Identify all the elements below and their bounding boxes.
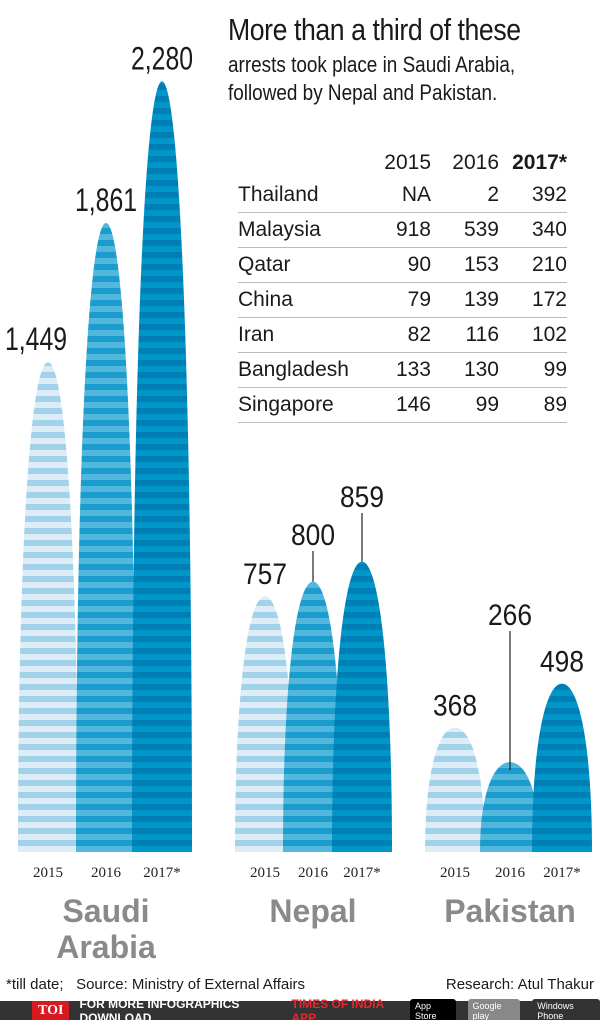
bar-1-0 [235,596,295,852]
country-name: Singapore [238,387,363,423]
x-tick-label: 2015 [33,865,63,881]
bar-0-0 [18,362,78,852]
table-cell: 139 [431,282,499,318]
table-cell: 82 [363,317,431,353]
country-name: Malaysia [238,212,363,248]
table-cell: 153 [431,247,499,283]
chart-subtitle-2: followed by Nepal and Pakistan. [228,80,498,105]
data-label: 2,280 [131,40,193,76]
table-cell: 340 [499,212,567,248]
table-cell: 918 [363,212,431,248]
chart-subtitle-1: arrests took place in Saudi Arabia, [228,52,516,77]
table-cell: 2 [431,178,499,213]
x-tick-label: 2017* [543,865,581,881]
group-label: Pakistan [444,893,576,929]
table-row: Qatar 90 153 210 [238,247,567,283]
table-cell: 392 [499,178,567,213]
data-label: 498 [540,646,584,679]
bar-0-1 [76,222,136,852]
promo-banner: TOI FOR MORE INFOGRAPHICS DOWNLOAD TIMES… [0,997,600,1020]
table-cell: 99 [431,387,499,423]
table-row: Thailand NA 2 392 [238,178,567,213]
footnote: *till date; Source: Ministry of External… [6,976,305,993]
table-cell: 99 [499,352,567,388]
x-tick-label: 2015 [250,865,280,881]
banner-app: TIMES OF INDIA APP [291,996,384,1020]
x-tick-label: 2016 [495,865,526,881]
table-row: Singapore 146 99 89 [238,387,567,423]
table-cell: NA [363,178,431,213]
toi-logo: TOI [32,1001,70,1020]
table-row: Malaysia 918 539 340 [238,212,567,248]
app-store-badge[interactable]: App Store [409,998,456,1020]
source: Source: Ministry of External Affairs [76,976,306,993]
bar-1-2 [332,561,392,852]
table-cell: 210 [499,247,567,283]
table-cell: 89 [499,387,567,423]
bar-2-0 [425,727,485,852]
table-cell: 79 [363,282,431,318]
x-tick-label: 2015 [440,865,470,881]
bar-1-1 [283,581,343,852]
x-tick-label: 2016 [91,865,122,881]
table-row: Iran 82 116 102 [238,317,567,353]
group-label: Nepal [269,893,356,929]
country-name: Bangladesh [238,352,363,388]
x-tick-label: 2017* [143,865,181,881]
country-name: China [238,282,363,318]
table-header: 2015 [384,151,431,174]
x-tick-label: 2017* [343,865,381,881]
table-cell: 130 [431,352,499,388]
research-credit: Research: Atul Thakur [445,976,594,993]
data-label: 266 [488,599,532,632]
chart-title: More than a third of these [228,12,521,47]
google-play-badge[interactable]: Google play [467,998,521,1020]
table-header: 2017* [512,151,567,174]
banner-text: FOR MORE INFOGRAPHICS DOWNLOAD [79,996,240,1020]
country-name: Thailand [238,178,363,213]
data-label: 757 [243,558,287,591]
data-label: 800 [291,519,335,552]
data-label: 368 [433,690,477,723]
windows-phone-badge[interactable]: Windows Phone [532,998,600,1020]
group-label: Saudi [62,893,149,929]
table-row: China 79 139 172 [238,282,567,318]
table-cell: 90 [363,247,431,283]
country-name: Qatar [238,247,363,283]
table-header: 2016 [452,151,499,174]
x-tick-label: 2016 [298,865,329,881]
till-date-note: *till date; [6,976,64,993]
data-label: 1,861 [75,182,137,218]
table-cell: 133 [363,352,431,388]
data-label: 859 [340,481,384,514]
bar-0-2 [132,81,192,853]
country-name: Iran [238,317,363,353]
bar-2-1 [480,762,540,852]
group-label: Arabia [56,929,156,965]
table-cell: 116 [431,317,499,353]
table-cell: 146 [363,387,431,423]
table-cell: 539 [431,212,499,248]
table-cell: 102 [499,317,567,353]
table-row: Bangladesh 133 130 99 [238,352,567,388]
arrests-table: 2015 2016 2017* Thailand NA 2 392 Malaysia 91… [238,148,567,423]
bar-2-2 [532,683,592,852]
table-cell: 172 [499,282,567,318]
data-label: 1,449 [5,321,67,357]
